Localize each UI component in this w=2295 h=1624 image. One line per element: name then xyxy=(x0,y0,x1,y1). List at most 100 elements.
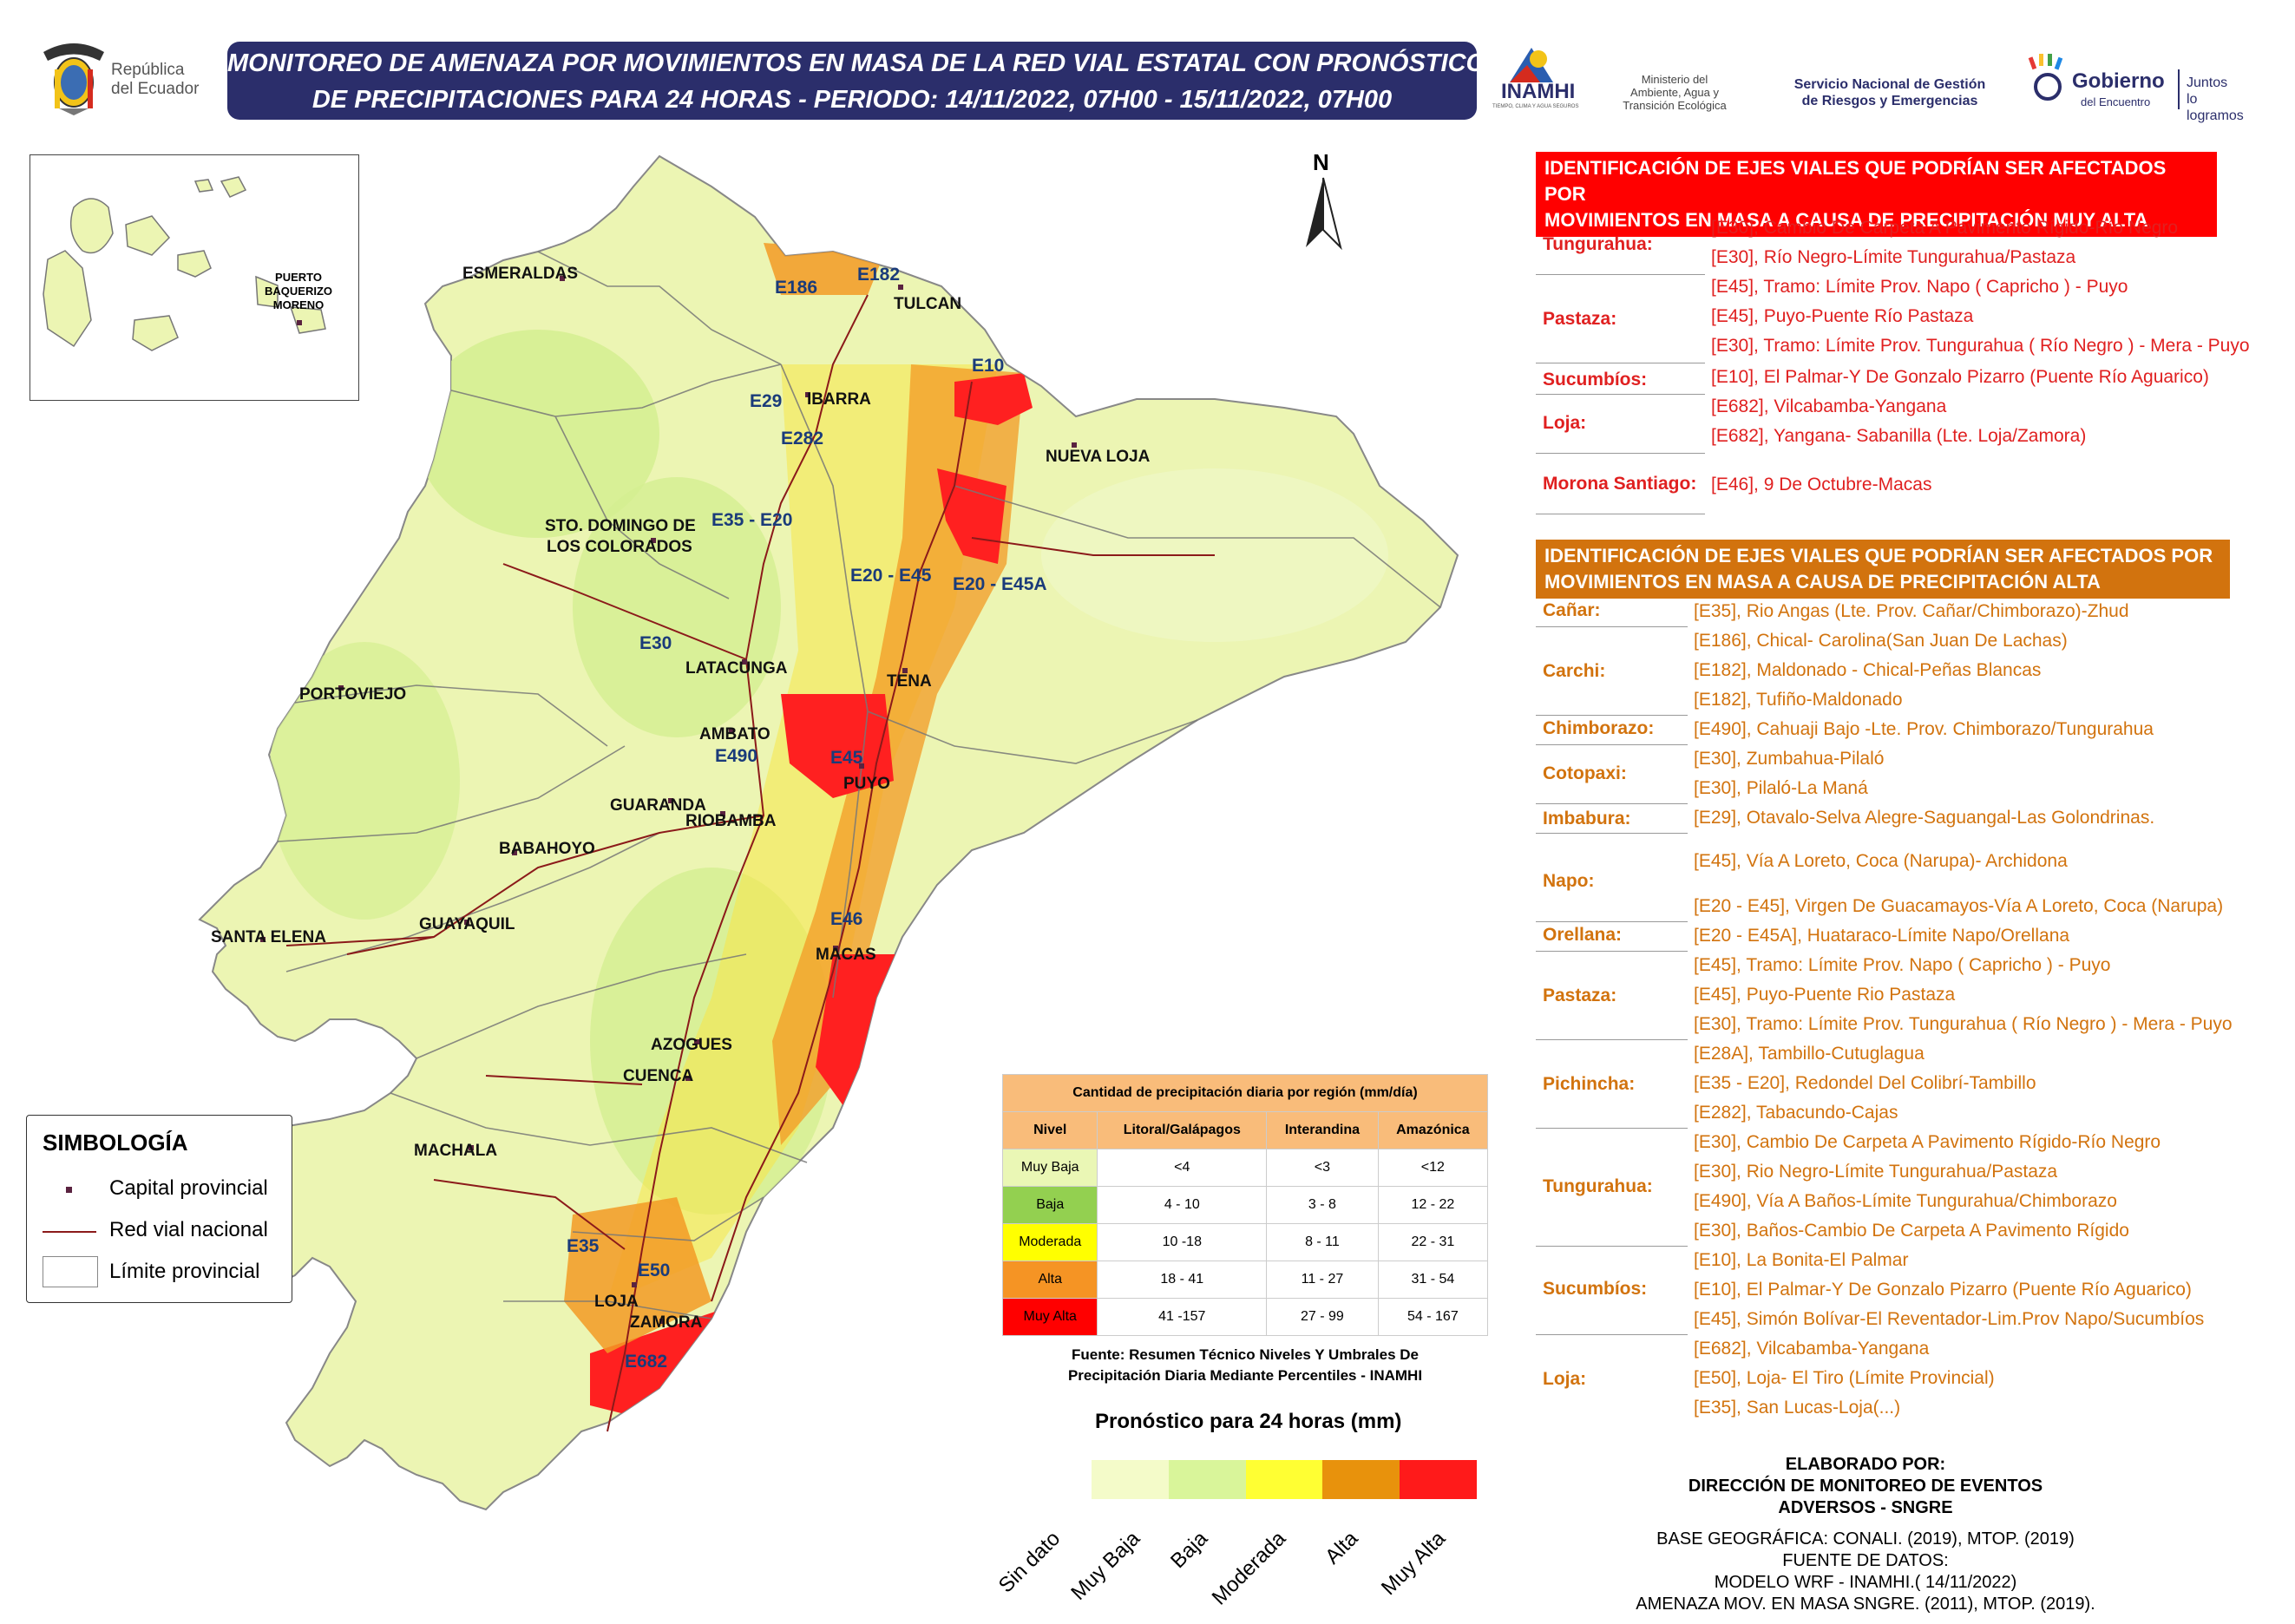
city-riobamba: RIOBAMBA xyxy=(685,812,777,830)
muy-alta-road: [E30], Río Negro-Límite Tungurahua/Pasta… xyxy=(1711,247,2076,267)
alta-prov-napo: Napo: xyxy=(1543,871,1595,891)
road-e282: E282 xyxy=(781,429,824,449)
city-zamora: ZAMORA xyxy=(630,1313,703,1332)
galapagos-inset: PUERTO BAQUERIZO MORENO xyxy=(30,154,359,401)
title-banner: MONITOREO DE AMENAZA POR MOVIMIENTOS EN … xyxy=(227,42,1485,120)
alta-prov-cotopaxi: Cotopaxi: xyxy=(1543,763,1627,783)
alta-road: [E30], Rio Negro-Límite Tungurahua/Pasta… xyxy=(1694,1162,2058,1182)
precip-litoral: 10 -18 xyxy=(1097,1223,1268,1261)
alta-prov-pastaza: Pastaza: xyxy=(1543,986,1617,1005)
country-logo: República del Ecuador xyxy=(35,35,217,121)
symbology-title: SIMBOLOGÍA xyxy=(43,1130,188,1156)
precip-table: Cantidad de precipitación diaria por reg… xyxy=(1001,1074,1489,1386)
city-loja: LOJA xyxy=(594,1293,639,1311)
alta-road: [E186], Chical- Carolina(San Juan De Lac… xyxy=(1694,631,2068,651)
city-tena: TENA xyxy=(887,672,932,691)
capital-marker-icon xyxy=(66,1187,72,1193)
precip-amazonica: 31 - 54 xyxy=(1377,1261,1489,1299)
symbology-capital-label: Capital provincial xyxy=(109,1176,268,1200)
city-santo-domingo-2: LOS COLORADOS xyxy=(547,538,692,556)
precip-nivel: Moderada xyxy=(1001,1223,1098,1261)
forecast-scale-bar xyxy=(1092,1460,1477,1499)
city-portoviejo: PORTOVIEJO xyxy=(299,685,407,704)
credits-elaborado-1: ELABORADO POR: xyxy=(1785,1455,1946,1474)
gobierno-logo: Gobierno del Encuentro Juntos lo logramo… xyxy=(2022,50,2256,123)
gobierno-divider xyxy=(2178,69,2180,109)
ministerio-line3: Transición Ecológica xyxy=(1623,99,1727,112)
ecuador-map xyxy=(199,155,1459,1510)
precip-row: Muy Baja <4 <3 <12 xyxy=(1001,1149,1489,1187)
alta-list: Cañar: [E35], Rio Angas (Lte. Prov. Caña… xyxy=(1536,597,2291,1438)
alta-road: [E490], Cahuaji Bajo -Lte. Prov. Chimbor… xyxy=(1694,719,2154,739)
precip-interandina: <3 xyxy=(1266,1149,1379,1187)
city-machala: MACHALA xyxy=(414,1142,498,1160)
juntos-text: Juntos lo logramos xyxy=(2187,75,2256,124)
city-santo-domingo-1: STO. DOMINGO DE xyxy=(545,517,696,535)
alta-prov-orellana: Orellana: xyxy=(1543,925,1623,945)
gobierno-text: Gobierno xyxy=(2072,69,2165,93)
juntos-line2: lo logramos xyxy=(2187,92,2244,123)
muy-alta-road: [E30], Cambio De Carpeta A Pavimento Ríg… xyxy=(1711,218,2179,238)
symbology-road-label: Red vial nacional xyxy=(109,1218,268,1241)
city-babahoyo: BABAHOYO xyxy=(499,840,595,858)
road-e20-e45a: E20 - E45A xyxy=(953,574,1047,594)
muy-alta-road: [E682], Yangana- Sabanilla (Lte. Loja/Za… xyxy=(1711,426,2087,446)
divider xyxy=(1536,626,1688,627)
city-nueva-loja: NUEVA LOJA xyxy=(1046,448,1151,466)
alta-road: [E45], Puyo-Puente Rio Pastaza xyxy=(1694,985,1956,1005)
credits-fuente-2: MODELO WRF - INAMHI.( 14/11/2022) xyxy=(1714,1573,2017,1592)
alta-road: [E182], Maldonado - Chical-Peñas Blancas xyxy=(1694,660,2042,680)
gobierno-encuentro-icon xyxy=(2028,54,2063,101)
scale-swatch-baja xyxy=(1245,1460,1323,1499)
symbology-box: SIMBOLOGÍA Capital provincial Red vial n… xyxy=(26,1115,292,1303)
alta-road: [E30], Tramo: Límite Prov. Tungurahua ( … xyxy=(1694,1014,2233,1034)
divider xyxy=(1536,744,1688,745)
city-latacunga: LATACUNGA xyxy=(685,659,788,678)
alta-prov-sucumbios: Sucumbíos: xyxy=(1543,1279,1648,1299)
road-e182: E182 xyxy=(857,265,901,285)
precip-source-1: Fuente: Resumen Técnico Niveles Y Umbral… xyxy=(1072,1346,1419,1363)
alta-road: [E45], Simón Bolívar-El Reventador-Lim.P… xyxy=(1694,1309,2205,1329)
precip-nivel: Muy Alta xyxy=(1001,1298,1098,1336)
muy-alta-list: Tungurahua: [E30], Cambio De Carpeta A P… xyxy=(1536,208,2291,521)
divider xyxy=(1536,803,1688,804)
alta-road: [E20 - E45A], Huataraco-Límite Napo/Orel… xyxy=(1694,926,2070,946)
scale-swatch-sin-dato xyxy=(1092,1460,1169,1499)
scale-swatch-muy-baja xyxy=(1168,1460,1246,1499)
credits-base: BASE GEOGRÁFICA: CONALI. (2019), MTOP. (… xyxy=(1656,1529,2075,1549)
credits-fuente-3: AMENAZA MOV. EN MASA SNGRE. (2011), MTOP… xyxy=(1636,1595,2095,1614)
north-arrow-icon xyxy=(1306,177,1342,251)
city-ambato: AMBATO xyxy=(699,725,770,743)
divider xyxy=(1536,274,1705,275)
city-ibarra: IBARRA xyxy=(807,390,871,409)
city-azogues: AZOGUES xyxy=(651,1036,732,1054)
divider xyxy=(1536,833,1688,834)
alta-road: [E35], Rio Angas (Lte. Prov. Cañar/Chimb… xyxy=(1694,601,2129,621)
credits-elaborado: ELABORADO POR: DIRECCIÓN DE MONITOREO DE… xyxy=(1649,1454,2082,1519)
precip-litoral: 41 -157 xyxy=(1097,1298,1268,1336)
precip-interandina: 8 - 11 xyxy=(1266,1223,1379,1261)
alta-prov-pichincha: Pichincha: xyxy=(1543,1074,1636,1094)
ministerio-line1: Ministerio del xyxy=(1641,73,1708,86)
road-e10: E10 xyxy=(972,356,1005,376)
alta-road: [E182], Tufiño-Maldonado xyxy=(1694,690,1903,710)
credits-elaborado-2: DIRECCIÓN DE MONITOREO DE EVENTOS xyxy=(1688,1477,2043,1496)
divider xyxy=(1536,1039,1688,1040)
alta-title-1: IDENTIFICACIÓN DE EJES VIALES QUE PODRÍA… xyxy=(1544,545,2213,566)
city-puyo: PUYO xyxy=(843,775,890,793)
divider xyxy=(1536,1128,1688,1129)
divider xyxy=(1536,1334,1688,1335)
alta-road: [E490], Vía A Baños-Límite Tungurahua/Ch… xyxy=(1694,1191,2117,1211)
city-macas: MACAS xyxy=(816,946,876,964)
precip-interandina: 11 - 27 xyxy=(1266,1261,1379,1299)
alta-road: [E28A], Tambillo-Cutuglagua xyxy=(1694,1044,1925,1064)
road-e35-e20: E35 - E20 xyxy=(711,510,793,530)
precip-amazonica: <12 xyxy=(1377,1149,1489,1187)
inamhi-logo-text: INAMHI xyxy=(1501,80,1576,103)
muy-alta-prov-morona: Morona Santiago: xyxy=(1543,474,1697,494)
gobierno-sub: del Encuentro xyxy=(2081,95,2151,108)
precip-row: Muy Alta 41 -157 27 - 99 54 - 167 xyxy=(1001,1298,1489,1336)
road-e46: E46 xyxy=(830,909,863,929)
road-e186: E186 xyxy=(775,278,818,298)
muy-alta-title-2: MOVIMIENTOS EN MASA A CAUSA DE PRECIPITA… xyxy=(1544,209,2148,231)
